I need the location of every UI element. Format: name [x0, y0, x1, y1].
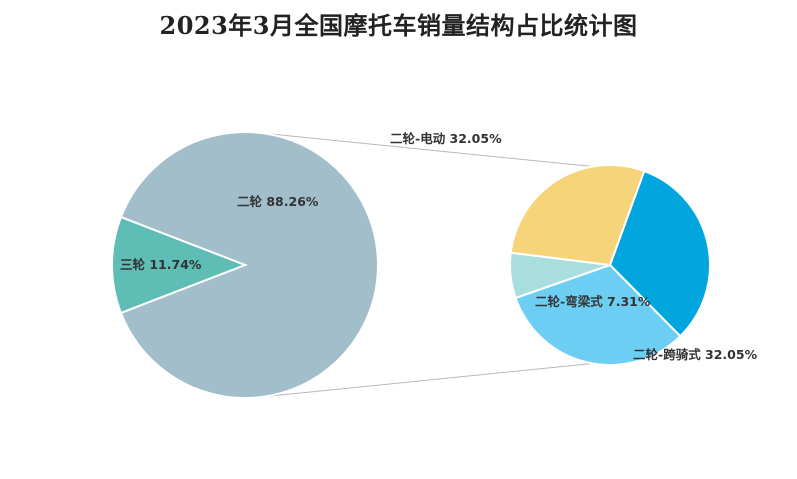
- connector-line-top: [263, 132, 593, 168]
- pie-slice-二轮-跨骑式: [514, 263, 682, 366]
- data-label-二轮-弯梁式: 二轮-弯梁式 7.31%: [535, 294, 651, 309]
- pie-slice-其他: [509, 164, 646, 267]
- connector-line-bottom: [263, 362, 593, 398]
- data-label-三轮: 三轮 11.74%: [120, 257, 202, 272]
- data-label-二轮-电动: 二轮-电动 32.05%: [390, 131, 502, 146]
- pie-slice-二轮-电动: [608, 169, 711, 338]
- chart-title: 2023年3月全国摩托车销量结构占比统计图: [159, 11, 638, 40]
- data-label-二轮-跨骑式: 二轮-跨骑式 32.05%: [633, 347, 758, 362]
- data-label-二轮: 二轮 88.26%: [237, 194, 319, 209]
- pie-slice-三轮: [111, 215, 248, 315]
- pie-slice-二轮: [119, 131, 379, 399]
